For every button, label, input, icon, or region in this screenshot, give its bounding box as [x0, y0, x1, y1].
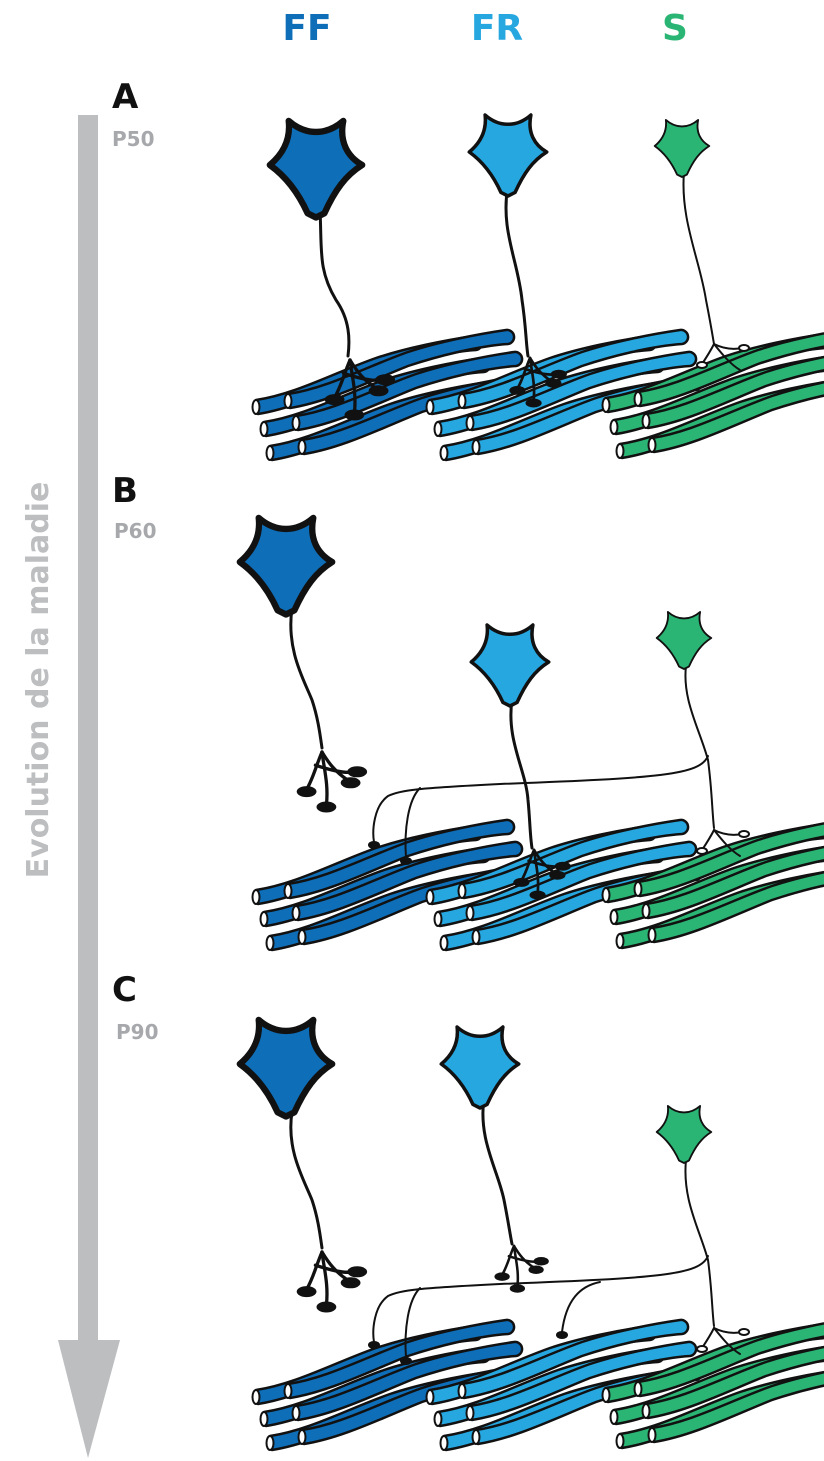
ff-axon-a	[318, 208, 351, 358]
fr-header: FR	[471, 8, 523, 49]
ff-axon-c	[289, 1110, 324, 1250]
panel-c-letter: C	[112, 970, 137, 1010]
panel-a	[253, 113, 824, 460]
disease-evolution-arrow	[58, 115, 120, 1458]
s-neuron-c	[655, 1105, 713, 1164]
panel-a-letter: A	[112, 77, 139, 117]
s-neuron-b	[655, 611, 713, 670]
ff-neuron-a	[270, 121, 362, 218]
s-axon-b	[684, 665, 715, 829]
panel-b	[240, 518, 824, 950]
fr-neuron-c	[439, 1025, 521, 1110]
ff-neuron-b	[240, 518, 332, 615]
panel-b-letter: B	[112, 471, 138, 511]
s-sprout-b	[372, 755, 709, 843]
s-neuron-a	[653, 119, 711, 178]
fr-neuron-b	[469, 623, 551, 708]
fr-axon-c	[481, 1096, 514, 1246]
fr-neuron-a	[467, 113, 549, 198]
s-sprout-c	[372, 1255, 709, 1343]
s-axon-c	[684, 1159, 715, 1327]
axis-label: Evolution de la maladie	[21, 482, 56, 879]
panel-a-time: P50	[112, 127, 155, 151]
s-header: S	[662, 8, 688, 49]
panel-c	[240, 1020, 824, 1450]
ff-neuron-c	[240, 1020, 332, 1117]
ff-header: FF	[282, 8, 331, 49]
s-axon-a	[682, 171, 715, 345]
fr-axon-a	[504, 183, 530, 358]
fr-axon-b	[509, 698, 534, 850]
panel-b-time: P60	[114, 519, 157, 543]
ff-axon-b	[289, 606, 324, 750]
panel-c-time: P90	[116, 1020, 159, 1044]
